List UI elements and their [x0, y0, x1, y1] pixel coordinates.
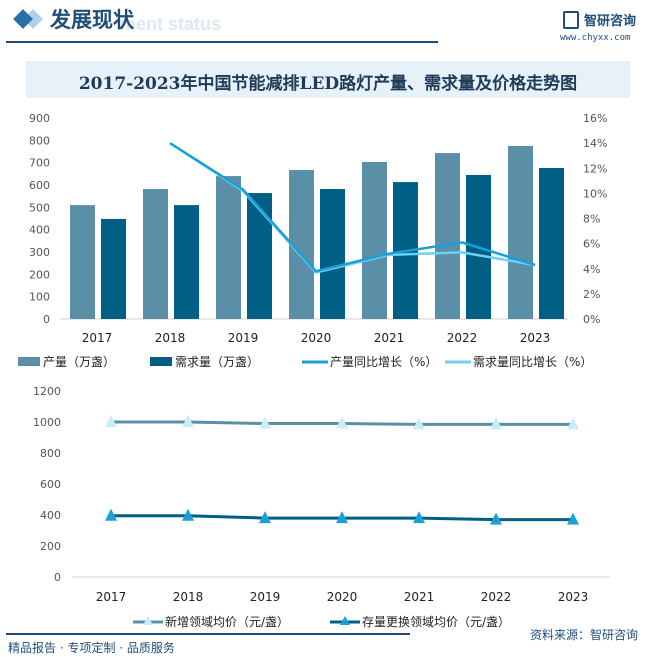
bar-production-2019: [216, 176, 241, 319]
header-title: 发展现状: [50, 8, 134, 32]
brand-name: 智研咨询: [584, 14, 637, 29]
y2-tick-label: 8%: [583, 213, 600, 226]
x-tick-label: 2018: [155, 331, 186, 345]
x-tick-label: 2019: [250, 590, 281, 604]
marker-new-2018: [182, 415, 194, 427]
y-tick-label: 1000: [33, 416, 61, 429]
bar-production-2022: [435, 153, 460, 319]
legend-label: 新增领域均价（元/盏）: [165, 614, 289, 629]
x-tick-label: 2020: [301, 331, 332, 345]
y2-tick-label: 10%: [583, 187, 607, 200]
x-tick-label: 2017: [82, 331, 113, 345]
marker-stock-2020: [336, 511, 348, 524]
x-tick-label: 2021: [374, 331, 405, 345]
bar-demand-2018: [174, 205, 199, 319]
y2-tick-label: 14%: [583, 137, 607, 150]
marker-new-2023: [567, 417, 579, 430]
marker-stock-2017: [105, 508, 117, 521]
legend-label: 存量更换领域均价（元/盏）: [362, 614, 510, 629]
marker-stock-2021: [413, 511, 425, 524]
source-note: 资料来源：智研咨询: [530, 628, 639, 642]
brand-logo-icon: [563, 11, 579, 29]
bar-production-2023: [508, 145, 533, 319]
bar-demand-2020: [320, 189, 345, 319]
bar-production-2017: [70, 205, 95, 319]
legend-marker: [143, 616, 153, 625]
legend-label: 需求量（万盏）: [175, 354, 259, 369]
y2-tick-label: 4%: [583, 263, 600, 276]
marker-new-2022: [490, 417, 502, 430]
y-tick-label: 400: [29, 224, 50, 237]
bar-demand-2019: [247, 193, 272, 319]
x-tick-label: 2023: [558, 590, 589, 604]
footer-divider: [6, 633, 410, 635]
footer-slogan: 精品报告 · 专项定制 · 品质服务: [8, 641, 175, 655]
y-tick-label: 800: [40, 447, 61, 460]
y-tick-label: 900: [29, 112, 50, 125]
marker-stock-2018: [182, 508, 194, 521]
legend-marker: [340, 616, 350, 625]
y-tick-label: 700: [29, 157, 50, 170]
legend-swatch: [18, 357, 40, 366]
chart-title-box: 2017-2023年中国节能减排LED路灯产量、需求量及价格走势图: [26, 61, 630, 98]
bar-demand-2023: [539, 168, 564, 319]
y-tick-label: 300: [29, 246, 50, 259]
y-tick-label: 0: [43, 313, 50, 326]
y2-tick-label: 12%: [583, 162, 607, 175]
legend-swatch: [150, 357, 172, 366]
y-tick-label: 200: [29, 268, 50, 281]
y-tick-label: 0: [54, 571, 61, 584]
y-tick-label: 400: [40, 509, 61, 522]
marker-new-2017: [105, 415, 117, 427]
y-tick-label: 800: [29, 134, 50, 147]
y-tick-label: 600: [40, 478, 61, 491]
x-tick-label: 2021: [404, 590, 435, 604]
y-tick-label: 100: [29, 291, 50, 304]
bar-demand-2017: [101, 218, 126, 319]
y-tick-label: 600: [29, 179, 50, 192]
marker-stock-2023: [567, 512, 579, 525]
x-tick-label: 2017: [96, 590, 127, 604]
marker-new-2019: [259, 416, 271, 429]
marker-new-2021: [413, 417, 425, 430]
y-tick-label: 200: [40, 540, 61, 553]
x-tick-label: 2022: [447, 331, 478, 345]
header-divider: [6, 41, 438, 43]
x-tick-label: 2022: [481, 590, 512, 604]
y2-tick-label: 2%: [583, 288, 600, 301]
y2-tick-label: 6%: [583, 238, 600, 251]
line-production-growth: [169, 142, 536, 273]
x-tick-label: 2019: [228, 331, 259, 345]
y2-tick-label: 16%: [583, 112, 607, 125]
brand-url: www.chyxx.com: [560, 33, 631, 43]
production-demand-chart: 0 100 200 300 400 500 600 700 800 900 0% 2% 4% 6% 8% 10…: [18, 112, 607, 369]
x-tick-label: 2020: [327, 590, 358, 604]
y-tick-label: 1200: [33, 385, 61, 398]
bar-production-2018: [143, 189, 168, 319]
chart-title: 2017-2023年中国节能减排LED路灯产量、需求量及价格走势图: [78, 74, 578, 94]
legend-label: 产量同比增长（%）: [330, 355, 437, 369]
marker-new-2020: [336, 416, 348, 429]
header-subtitle: ment status: [120, 14, 222, 34]
marker-stock-2019: [259, 511, 271, 524]
marker-stock-2022: [490, 512, 502, 525]
bar-production-2021: [362, 161, 387, 319]
x-tick-label: 2023: [520, 331, 551, 345]
y2-tick-label: 0%: [583, 313, 600, 326]
legend-label: 产量（万盏）: [43, 354, 115, 369]
legend-label: 需求量同比增长（%）: [473, 355, 592, 369]
x-tick-label: 2018: [173, 590, 204, 604]
y-tick-label: 500: [29, 201, 50, 214]
